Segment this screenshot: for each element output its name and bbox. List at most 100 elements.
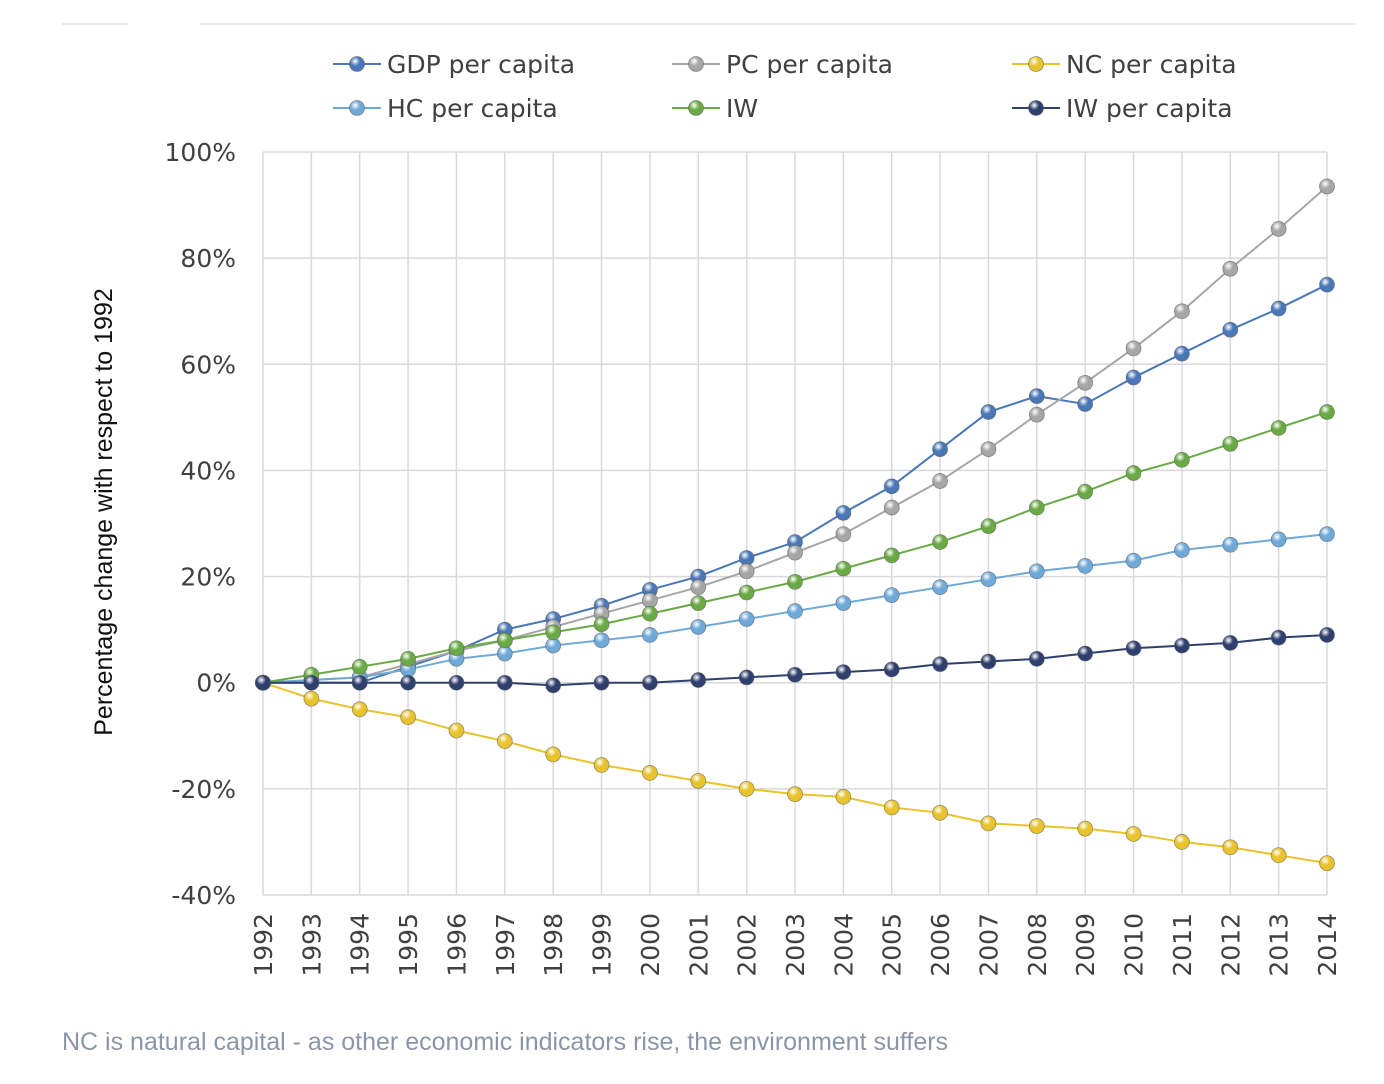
data-point bbox=[351, 674, 368, 691]
legend-label: IW per capita bbox=[1066, 94, 1233, 123]
data-point bbox=[1174, 303, 1190, 320]
legend-item: NC per capita bbox=[1012, 50, 1237, 79]
data-point bbox=[932, 534, 948, 550]
y-tick-label: -20% bbox=[171, 775, 236, 804]
data-point bbox=[690, 579, 707, 596]
legend-label: HC per capita bbox=[387, 94, 558, 123]
data-point bbox=[980, 571, 997, 588]
data-point bbox=[738, 584, 755, 601]
x-tick-label: 2007 bbox=[974, 913, 1003, 977]
data-point bbox=[690, 772, 707, 789]
data-point bbox=[1077, 374, 1094, 391]
data-point bbox=[690, 672, 707, 688]
legend-marker bbox=[349, 56, 365, 72]
data-point bbox=[545, 637, 562, 654]
data-point bbox=[883, 799, 900, 816]
legend-item: PC per capita bbox=[672, 50, 893, 79]
data-point bbox=[1319, 276, 1335, 293]
legend-label: GDP per capita bbox=[387, 50, 575, 79]
data-point bbox=[1270, 531, 1287, 548]
legend-label: NC per capita bbox=[1066, 50, 1237, 79]
series-layer bbox=[255, 178, 1335, 872]
y-tick-label: 100% bbox=[165, 138, 236, 167]
x-tick-label: 2009 bbox=[1071, 913, 1100, 977]
x-tick-label: 2014 bbox=[1313, 913, 1342, 977]
data-point bbox=[980, 404, 997, 420]
data-point bbox=[883, 587, 900, 604]
data-point bbox=[932, 441, 948, 458]
series-2 bbox=[255, 674, 1335, 872]
data-point bbox=[835, 788, 852, 805]
data-point bbox=[1222, 260, 1239, 277]
data-point bbox=[1222, 635, 1239, 651]
data-point bbox=[593, 674, 610, 691]
x-tick-label: 2012 bbox=[1216, 913, 1245, 977]
y-tick-label: -40% bbox=[171, 881, 236, 910]
data-point bbox=[883, 499, 900, 516]
data-point bbox=[883, 478, 900, 495]
y-axis-title: Percentage change with respect to 1992 bbox=[90, 288, 118, 736]
data-point bbox=[980, 441, 997, 458]
data-point bbox=[1270, 300, 1287, 317]
data-point bbox=[1125, 369, 1142, 386]
data-point bbox=[883, 661, 900, 678]
data-point bbox=[1270, 629, 1287, 646]
data-point bbox=[1270, 221, 1287, 237]
caption: NC is natural capital - as other economi… bbox=[62, 1028, 949, 1056]
data-point bbox=[642, 605, 658, 622]
x-tick-label: 1994 bbox=[346, 913, 375, 977]
data-point bbox=[835, 504, 852, 521]
legend-item: HC per capita bbox=[333, 94, 558, 123]
data-point bbox=[642, 765, 658, 781]
legend-label: IW bbox=[726, 94, 758, 123]
legend-marker bbox=[688, 100, 704, 116]
data-point bbox=[883, 547, 900, 564]
data-point bbox=[1319, 404, 1335, 420]
data-point bbox=[642, 592, 658, 609]
data-point bbox=[593, 757, 610, 773]
data-point bbox=[1125, 465, 1142, 481]
data-point bbox=[787, 786, 803, 803]
data-point bbox=[835, 595, 852, 612]
data-point bbox=[1174, 834, 1190, 850]
data-point bbox=[738, 563, 755, 580]
data-point bbox=[932, 579, 948, 596]
data-point bbox=[303, 690, 320, 707]
data-point bbox=[1222, 321, 1239, 338]
legend-marker bbox=[1028, 56, 1044, 72]
x-tick-label: 2011 bbox=[1168, 913, 1197, 977]
data-point bbox=[738, 550, 755, 566]
data-point bbox=[1319, 627, 1335, 643]
data-point bbox=[303, 674, 320, 691]
legend-item: GDP per capita bbox=[333, 50, 575, 79]
data-point bbox=[1028, 499, 1045, 516]
data-point bbox=[593, 632, 610, 649]
data-point bbox=[835, 526, 852, 543]
data-point bbox=[1319, 855, 1335, 872]
data-point bbox=[1270, 420, 1287, 436]
legend-label: PC per capita bbox=[726, 50, 893, 79]
x-tick-label: 1999 bbox=[588, 913, 617, 977]
data-point bbox=[1077, 820, 1094, 837]
data-point bbox=[351, 701, 368, 718]
x-tick-label: 2001 bbox=[684, 913, 713, 977]
legend: GDP per capita PC per capita NC per capita… bbox=[333, 50, 1237, 123]
x-tick-label: 2013 bbox=[1265, 913, 1294, 977]
data-point bbox=[787, 603, 803, 619]
legend-marker bbox=[349, 100, 365, 116]
data-point bbox=[932, 804, 948, 821]
data-point bbox=[980, 815, 997, 832]
data-point bbox=[787, 666, 803, 683]
data-point bbox=[738, 669, 755, 686]
data-point bbox=[496, 733, 513, 749]
data-point bbox=[787, 573, 803, 590]
data-point bbox=[690, 619, 707, 635]
data-point bbox=[496, 632, 513, 649]
data-point bbox=[932, 656, 948, 673]
data-point bbox=[980, 518, 997, 535]
data-point bbox=[400, 709, 416, 726]
x-tick-label: 2003 bbox=[781, 913, 810, 977]
data-point bbox=[1077, 645, 1094, 662]
x-tick-label: 1998 bbox=[539, 913, 568, 977]
